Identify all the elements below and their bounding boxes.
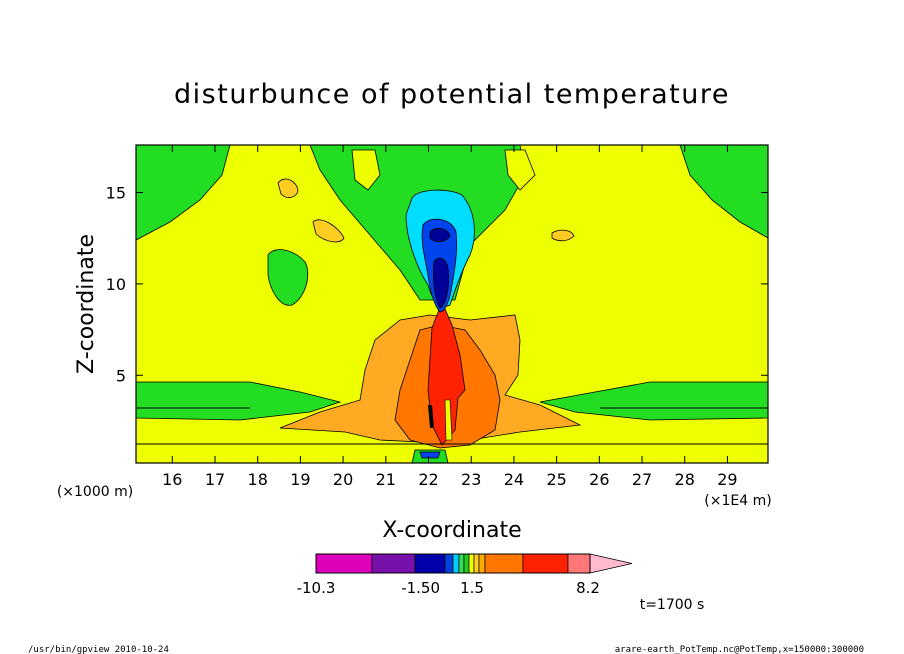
x-tick-label: 20: [333, 470, 353, 489]
footer-right: arare-earth_PotTemp.nc@PotTemp,x=150000:…: [615, 645, 864, 654]
colorbar-segment: [567, 553, 591, 574]
colorbar-segment: [478, 553, 486, 574]
x-tick-label: 21: [376, 470, 396, 489]
x-unit-right: (×1E4 m): [704, 493, 771, 509]
black-streak: [428, 405, 434, 428]
colorbar-label: -1.50: [401, 579, 440, 597]
navy-core-lower: [432, 257, 449, 309]
colorbar-segment: [463, 553, 470, 574]
green-region-top-right: [679, 145, 768, 239]
colorbar-arrow: [589, 553, 633, 574]
x-tick-label: 27: [632, 470, 652, 489]
time-label: t=1700 s: [640, 597, 705, 613]
colorbar-segment: [458, 553, 465, 574]
x-tick-label: 23: [461, 470, 481, 489]
orange-blob-2: [312, 219, 345, 243]
colorbar-segment: [371, 553, 416, 574]
colorbar-segment: [444, 553, 454, 574]
x-tick-label: 16: [162, 470, 182, 489]
colorbar-segment: [452, 553, 460, 574]
colorbar-segment: [522, 553, 569, 574]
green-blob-left: [267, 249, 309, 306]
yellow-streak: [444, 399, 453, 441]
colorbar-segment: [468, 553, 475, 574]
x-tick-label: 18: [248, 470, 268, 489]
y-tick-label: 15: [106, 184, 126, 203]
plot-area: [136, 145, 768, 463]
x-tick-label: 25: [546, 470, 566, 489]
x-unit-left: (×1000 m): [57, 484, 133, 500]
chart-title: disturbunce of potential temperature: [174, 79, 730, 110]
x-tick-label: 19: [290, 470, 310, 489]
yellow-island-2: [504, 149, 536, 191]
x-axis-label: X-coordinate: [382, 518, 521, 543]
navy-core-upper: [429, 228, 451, 242]
footer-left: /usr/bin/gpview 2010-10-24: [28, 645, 169, 654]
yellow-island-1: [351, 149, 381, 191]
orange-blob-1: [277, 178, 299, 198]
colorbar-label: 1.5: [460, 579, 484, 597]
blue-surface-blob: [419, 451, 441, 459]
colorbar-segment: [473, 553, 480, 574]
colorbar-label: -10.3: [297, 579, 336, 597]
x-tick-label: 17: [205, 470, 225, 489]
plot-border: [135, 144, 769, 464]
colorbar: -10.3 -1.50 1.5 8.2: [297, 553, 633, 597]
x-tick-label: 26: [589, 470, 609, 489]
x-tick-label: 28: [675, 470, 695, 489]
y-tick-label: 5: [116, 366, 126, 385]
x-axis: 16 17 18 19 20 21 22 23 24 25 26 27 28 29: [162, 145, 738, 489]
colorbar-segment: [484, 553, 524, 574]
colorbar-segment: [315, 553, 373, 574]
y-axis-label: Z-coordinate: [74, 234, 99, 374]
x-tick-label: 24: [504, 470, 524, 489]
x-tick-label: 29: [717, 470, 737, 489]
green-band-left: [136, 381, 342, 421]
x-tick-label: 22: [418, 470, 438, 489]
colorbar-segment: [414, 553, 446, 574]
y-tick-label: 10: [106, 275, 126, 294]
orange-blob-3: [551, 229, 575, 242]
green-band-right: [539, 381, 768, 421]
green-region-top-left: [136, 145, 231, 241]
colorbar-border: [315, 553, 591, 574]
y-axis: 5 10 15: [106, 184, 768, 385]
colorbar-label: 8.2: [576, 579, 600, 597]
